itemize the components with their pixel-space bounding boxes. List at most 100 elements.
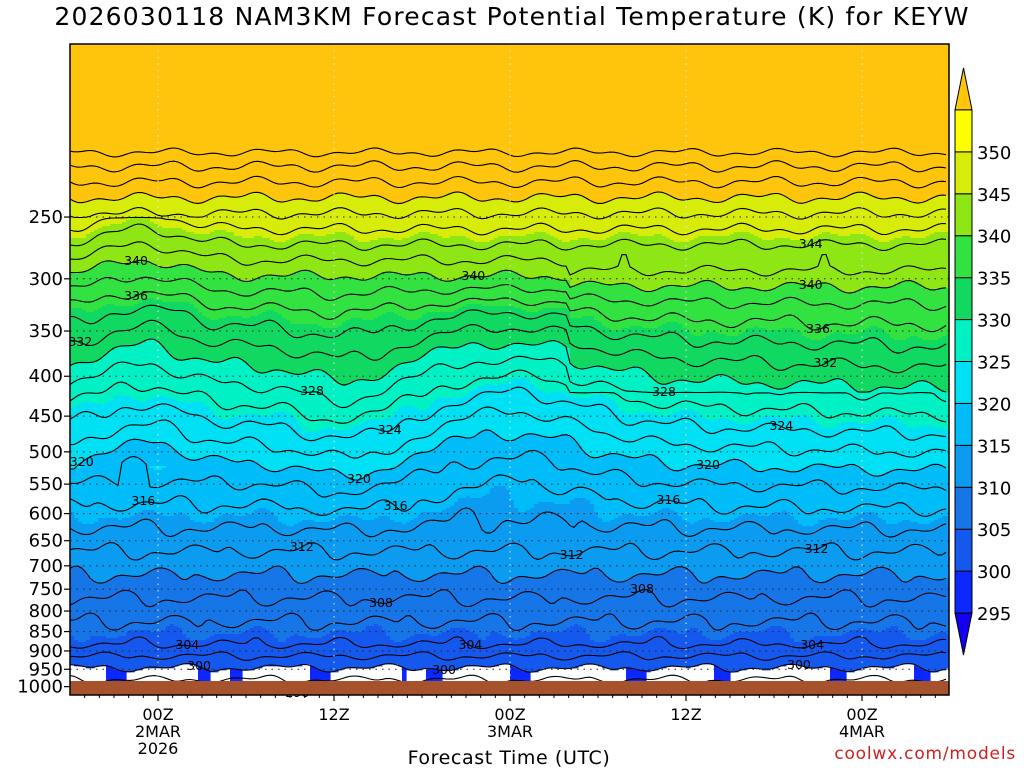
color-band-cell [326,576,331,635]
color-band-cell [774,512,779,573]
color-band-cell [558,44,563,197]
color-band-cell [330,428,335,469]
color-band-cell [910,580,915,641]
color-band-cell [162,568,167,631]
color-band-cell [270,512,275,569]
color-band-cell [386,44,391,201]
color-band-cell [166,516,171,571]
color-band-cell [358,380,363,425]
color-band-cell [262,276,267,313]
color-band-cell [350,278,355,319]
color-band-cell [670,414,675,471]
color-band-cell [498,236,503,273]
color-band-cell [522,278,527,311]
color-band-cell [82,202,87,239]
color-band-cell [898,198,903,239]
color-band-cell [454,310,459,349]
color-band-cell [702,466,707,519]
color-band-cell [822,464,827,521]
color-band-cell [438,236,443,281]
color-band-cell [222,230,227,273]
color-band-cell [550,196,555,237]
color-band-cell [482,640,487,667]
color-band-cell [450,348,455,399]
color-band-cell [150,468,155,511]
color-band-cell [638,326,643,369]
color-band-cell [766,628,771,671]
color-band-cell [242,414,247,461]
color-band-cell [574,624,579,669]
color-band-cell [70,44,75,201]
color-band-cell [454,398,459,437]
color-band-cell [442,346,447,399]
color-band-cell [146,218,151,263]
color-band-cell [798,470,803,525]
contour-label: 316 [656,492,680,507]
color-band-cell [374,196,379,241]
contour-label: 308 [369,595,393,610]
color-band-cell [858,332,863,393]
color-band-cell [538,502,543,579]
color-band-cell [510,580,515,639]
color-band-cell [154,266,159,301]
color-band-cell [610,330,615,371]
color-band-cell [350,236,355,279]
color-band-cell [250,460,255,515]
color-band-cell [726,460,731,523]
color-band-cell [262,628,267,667]
color-band-cell [162,442,167,467]
color-band-cell [850,388,855,423]
color-band-cell [102,582,107,637]
color-band-cell [694,578,699,629]
color-band-cell [398,316,403,365]
color-band-cell [350,196,355,237]
color-band-cell [150,196,155,223]
color-band-cell [430,198,435,235]
color-band-cell [726,336,731,377]
color-band-cell [218,318,223,363]
contour-line-314 [70,507,947,538]
color-band-cell [610,236,615,285]
color-band-cell [878,242,883,289]
color-band-cell [522,436,527,513]
color-band-cell [606,238,611,285]
color-band-cell [102,306,107,357]
color-band-cell [110,262,115,305]
color-band-cell [262,44,267,195]
color-band-cell [466,238,471,277]
color-band-cell [646,292,651,329]
color-band-cell [722,44,727,203]
color-band-cell [282,202,287,243]
color-band-cell [674,322,679,381]
color-band-cell [734,44,739,197]
color-band-cell [378,470,383,517]
color-band-cell [766,570,771,629]
color-band-cell [590,504,595,571]
color-band-cell [606,284,611,329]
color-band-cell [250,192,255,239]
color-band-cell [670,196,675,241]
color-band-cell [714,236,719,285]
color-band-cell [810,466,815,527]
color-band-cell [398,642,403,667]
color-band-cell [810,580,815,639]
color-band-cell [822,338,827,383]
color-band-cell [202,44,207,203]
color-band-cell [882,520,887,569]
color-band-cell [138,44,143,193]
color-band-cell [190,460,195,521]
color-band-cell [258,574,263,627]
color-band-cell [758,382,763,419]
color-band-cell [242,282,247,319]
color-band-cell [326,374,331,429]
color-band-cell [486,348,491,385]
color-band-cell [910,44,915,203]
color-band-cell [854,292,859,335]
color-band-cell [882,630,887,669]
color-band-cell [166,228,171,269]
color-band-cell [290,374,295,417]
color-band-cell [234,634,239,671]
color-band-cell [154,398,159,443]
color-band-cell [450,436,455,507]
color-band-cell [338,232,343,279]
